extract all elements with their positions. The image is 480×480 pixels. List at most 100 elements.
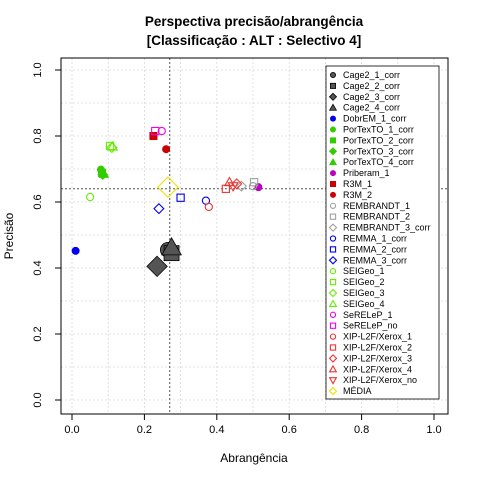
- legend-marker: [329, 72, 336, 79]
- legend-marker: [328, 147, 338, 156]
- data-point: [98, 168, 110, 178]
- data-point: [162, 145, 171, 154]
- legend-entry-label: SEIGeo_1: [343, 266, 385, 276]
- legend-marker: [329, 213, 337, 220]
- legend-marker: [328, 256, 338, 265]
- legend-marker: [329, 82, 336, 89]
- legend-entry-label: PorTexTO_1_corr: [343, 125, 414, 135]
- legend-marker: [328, 158, 338, 166]
- legend-entry-label: REMBRANDT_2: [343, 212, 410, 222]
- legend-entry-label: SeRELeP_1: [343, 310, 393, 320]
- y-tick-label: 0.2: [32, 326, 44, 341]
- legend-entry-label: XIP-L2F/Xerox_3: [343, 353, 412, 363]
- legend-entry-label: XIP-L2F/Xerox_no: [343, 375, 417, 385]
- data-points: [71, 126, 263, 278]
- legend-marker: [328, 364, 338, 373]
- legend-marker: [329, 278, 337, 286]
- legend-entry-label: PorTexTO_2_corr: [343, 135, 414, 145]
- reference-lines: [61, 58, 448, 414]
- data-point: [106, 140, 119, 151]
- legend-marker: [329, 191, 336, 198]
- legend-marker: [329, 333, 337, 340]
- x-tick-label: 0.0: [64, 424, 79, 436]
- x-tick-label: 0.8: [354, 424, 369, 436]
- legend-marker: [329, 137, 336, 144]
- legend-marker: [329, 311, 337, 318]
- legend-marker: [328, 377, 338, 385]
- legend-entry-label: Priberam_1: [343, 168, 390, 178]
- y-axis: 0.0 0.2 0.4 0.6 0.8 1.0: [32, 62, 61, 408]
- legend-marker: [329, 322, 337, 329]
- data-point: [223, 176, 236, 187]
- data-point: [149, 131, 158, 140]
- data-point: [249, 178, 259, 187]
- y-tick-label: 0.8: [32, 128, 44, 143]
- data-point: [176, 193, 185, 202]
- legend-box: [325, 65, 440, 400]
- legend-entry-label: XIP-L2F/Xerox_1: [343, 332, 412, 342]
- legend-marker: [329, 235, 337, 242]
- legend-entry-label: XIP-L2F/Xerox_4: [343, 364, 412, 374]
- legend-entry-label: REMMA_2_corr: [343, 244, 407, 254]
- data-point: [105, 141, 115, 151]
- x-tick-label: 0.6: [282, 424, 297, 436]
- y-axis-title: Precisão: [2, 212, 16, 259]
- y-tick-label: 1.0: [32, 62, 44, 77]
- legend-entry-label: PorTexTO_3_corr: [343, 146, 414, 156]
- x-tick-label: 0.2: [137, 424, 152, 436]
- legend-entry-label: PorTexTO_4_corr: [343, 157, 414, 167]
- legend: Cage2_1_corrCage2_2_corrCage2_3_corrCage…: [325, 65, 440, 400]
- legend-entry-label: R3M_2: [343, 190, 372, 200]
- legend-entry-label: Cage2_3_corr: [343, 92, 400, 102]
- legend-entry-label: REMMA_1_corr: [343, 234, 407, 244]
- chart-subtitle: [Classificação : ALT : Selectivo 4]: [147, 33, 362, 48]
- x-axis: 0.0 0.2 0.4 0.6 0.8 1.0: [64, 414, 442, 436]
- legend-entry-label: SEIGeo_2: [343, 277, 385, 287]
- legend-marker: [328, 386, 338, 396]
- legend-entry-label: REMMA_3_corr: [343, 255, 407, 265]
- legend-entry-label: REMBRANDT_3_corr: [343, 223, 431, 233]
- legend-marker: [329, 246, 337, 253]
- legend-marker: [329, 268, 337, 275]
- legend-entry-label: Cage2_4_corr: [343, 103, 400, 113]
- legend-marker: [329, 126, 336, 133]
- legend-marker: [328, 103, 338, 111]
- legend-entry-label: Cage2_1_corr: [343, 70, 400, 80]
- legend-entry-label: REMBRANDT_1: [343, 201, 410, 211]
- legend-entry-label: XIP-L2F/Xerox_2: [343, 343, 412, 353]
- data-point: [85, 192, 95, 202]
- chart-title: Perspectiva precisão/abrangência: [145, 14, 364, 29]
- data-point: [161, 236, 182, 256]
- y-tick-label: 0.6: [32, 194, 44, 209]
- data-point: [71, 246, 80, 255]
- legend-marker: [329, 115, 336, 122]
- data-point: [153, 202, 165, 215]
- plot-frame: [60, 57, 449, 415]
- legend-marker: [328, 92, 338, 101]
- data-point: [146, 255, 168, 278]
- legend-entry-label: SeRELeP_no: [343, 321, 398, 331]
- legend-marker: [329, 202, 337, 209]
- legend-entry-label: Cage2_2_corr: [343, 81, 400, 91]
- legend-entry-label: MÉDIA: [343, 386, 372, 396]
- legend-marker: [329, 344, 337, 351]
- legend-marker: [328, 223, 338, 232]
- legend-entry-label: SEIGeo_4: [343, 299, 385, 309]
- y-tick-label: 0.4: [32, 260, 44, 275]
- data-point: [151, 126, 160, 136]
- x-tick-label: 1.0: [426, 424, 441, 436]
- legend-marker: [329, 180, 336, 187]
- legend-marker: [328, 299, 338, 307]
- y-tick-label: 0.0: [32, 392, 44, 407]
- data-point: [227, 182, 239, 192]
- legend-entry-label: R3M_1: [343, 179, 372, 189]
- data-point: [157, 126, 166, 136]
- x-tick-label: 0.4: [209, 424, 224, 436]
- legend-marker: [328, 354, 338, 363]
- legend-entry-label: DobrEM_1_corr: [343, 114, 407, 124]
- data-point: [204, 202, 213, 212]
- legend-marker: [328, 288, 338, 298]
- data-point: [235, 180, 248, 192]
- x-axis-title: Abrangência: [220, 451, 288, 465]
